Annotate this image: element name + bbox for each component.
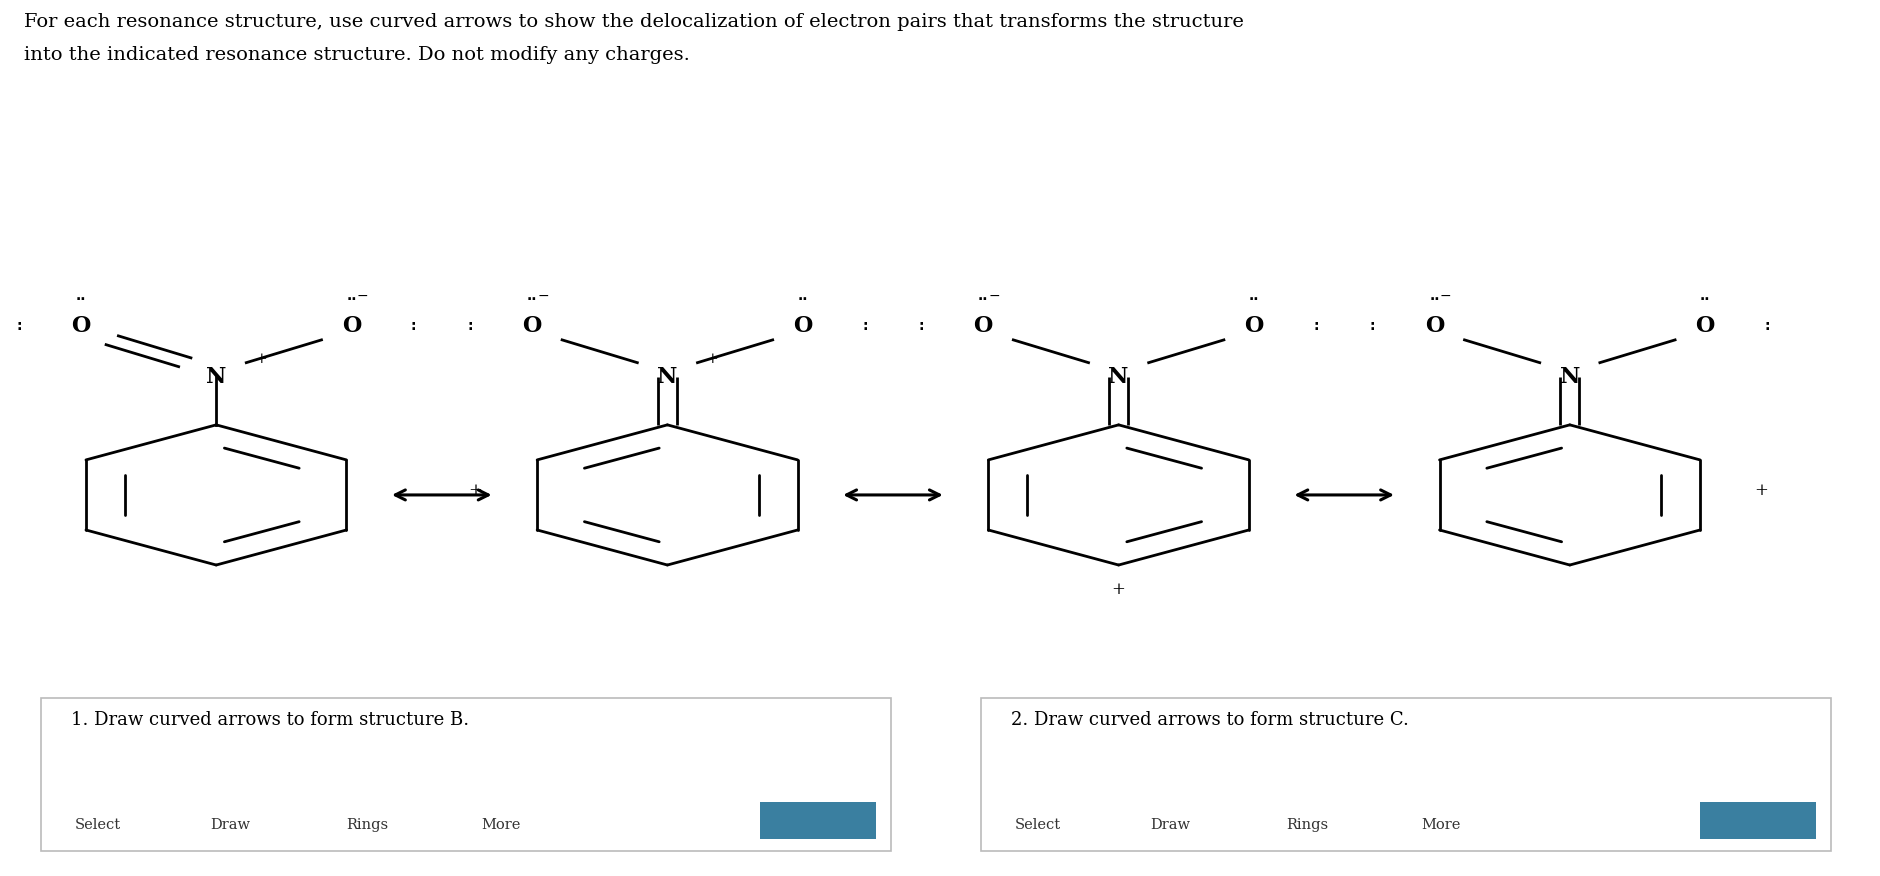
Text: More: More	[1421, 818, 1461, 832]
Text: Erase: Erase	[1735, 814, 1780, 828]
Text: O: O	[71, 314, 90, 337]
Text: −: −	[538, 289, 549, 303]
FancyBboxPatch shape	[1700, 802, 1816, 839]
Text: N: N	[1109, 365, 1128, 388]
Text: :: :	[1314, 319, 1318, 333]
Text: N: N	[207, 365, 226, 388]
FancyBboxPatch shape	[760, 802, 876, 839]
Text: :: :	[1371, 319, 1374, 333]
Text: Erase: Erase	[795, 814, 840, 828]
Text: ··: ··	[1248, 293, 1260, 307]
Text: Rings: Rings	[1286, 818, 1327, 832]
Text: More: More	[481, 818, 521, 832]
Text: ··: ··	[1700, 293, 1711, 307]
Text: O: O	[974, 314, 993, 337]
Text: ··: ··	[978, 293, 989, 307]
Text: resonance
structure A: resonance structure A	[169, 718, 263, 755]
Text: −: −	[357, 289, 368, 303]
Text: +: +	[1111, 581, 1126, 598]
Text: resonance
structure D: resonance structure D	[1521, 718, 1619, 755]
Text: :: :	[468, 319, 472, 333]
Text: +: +	[468, 482, 483, 499]
Text: :: :	[919, 319, 923, 333]
Text: :: :	[17, 319, 21, 333]
FancyBboxPatch shape	[981, 698, 1831, 851]
Text: ··: ··	[797, 293, 808, 307]
Text: ··: ··	[346, 293, 357, 307]
Text: :: :	[863, 319, 867, 333]
Text: −: −	[1440, 289, 1451, 303]
Text: ··: ··	[75, 293, 86, 307]
Text: Select: Select	[75, 818, 122, 832]
Text: Draw: Draw	[211, 818, 250, 832]
Text: +: +	[707, 352, 718, 366]
Text: N: N	[658, 365, 677, 388]
Text: Rings: Rings	[346, 818, 387, 832]
Text: ··: ··	[1429, 293, 1440, 307]
Text: O: O	[1696, 314, 1715, 337]
Text: 2. Draw curved arrows to form structure C.: 2. Draw curved arrows to form structure …	[1011, 711, 1410, 730]
Text: ··: ··	[526, 293, 538, 307]
Text: 1. Draw curved arrows to form structure B.: 1. Draw curved arrows to form structure …	[71, 711, 470, 730]
Text: +: +	[1754, 482, 1769, 499]
FancyBboxPatch shape	[41, 698, 891, 851]
Text: +: +	[256, 352, 267, 366]
Text: into the indicated resonance structure. Do not modify any charges.: into the indicated resonance structure. …	[24, 46, 690, 64]
Text: O: O	[523, 314, 541, 337]
Text: For each resonance structure, use curved arrows to show the delocalization of el: For each resonance structure, use curved…	[24, 13, 1245, 32]
Text: :: :	[1765, 319, 1769, 333]
Text: −: −	[989, 289, 1000, 303]
Text: O: O	[793, 314, 812, 337]
Text: O: O	[1245, 314, 1263, 337]
Text: Select: Select	[1015, 818, 1062, 832]
Text: resonance
structure B: resonance structure B	[620, 718, 714, 755]
Text: :: :	[412, 319, 415, 333]
Text: O: O	[342, 314, 361, 337]
Text: O: O	[1425, 314, 1444, 337]
Text: resonance
structure C: resonance structure C	[1070, 718, 1167, 755]
Text: Draw: Draw	[1151, 818, 1190, 832]
Text: N: N	[1560, 365, 1579, 388]
